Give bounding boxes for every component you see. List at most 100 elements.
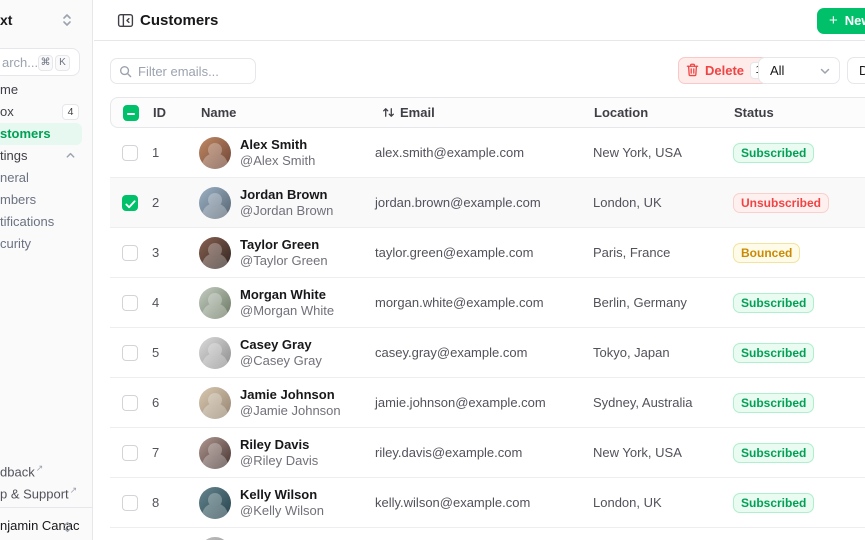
customer-username: @Morgan White xyxy=(240,303,335,318)
table-row[interactable]: 7 Riley Davis @Riley Davis riley.davis@e… xyxy=(110,428,865,478)
sidebar-item-help-support[interactable]: p & Support↗ xyxy=(0,485,78,502)
avatar xyxy=(199,237,231,269)
sidebar-item-inbox[interactable]: ox 4 xyxy=(0,101,92,123)
sidebar-item-security[interactable]: curity xyxy=(0,236,32,251)
customer-username: @Kelly Wilson xyxy=(240,503,324,518)
customer-name: Alex Smith xyxy=(240,137,308,152)
customer-name: Taylor Green xyxy=(240,237,320,252)
cell-name: Jamie Johnson @Jamie Johnson xyxy=(240,386,341,419)
row-checkbox[interactable] xyxy=(122,345,138,361)
customer-name: Morgan White xyxy=(240,287,326,302)
sidebar-item-general[interactable]: neral xyxy=(0,170,29,185)
display-button[interactable]: Display xyxy=(847,57,865,84)
table-row[interactable] xyxy=(110,528,865,540)
sidebar-item-home[interactable]: me xyxy=(0,82,19,97)
delete-button[interactable]: Delete 1 xyxy=(678,57,776,84)
row-checkbox[interactable] xyxy=(122,395,138,411)
table-header-row: ID Name Email Location Status xyxy=(110,97,865,128)
filter-emails-input[interactable] xyxy=(110,58,256,84)
cell-name: Morgan White @Morgan White xyxy=(240,286,334,319)
page-header: Customers +New customer xyxy=(94,0,865,41)
cell-id: 5 xyxy=(152,345,160,360)
cell-location: New York, USA xyxy=(593,145,682,160)
cell-location: Berlin, Germany xyxy=(593,295,687,310)
cell-location: Sydney, Australia xyxy=(593,395,693,410)
user-menu[interactable]: njamin Canac xyxy=(0,512,92,540)
row-checkbox[interactable] xyxy=(122,445,138,461)
cell-id: 3 xyxy=(152,245,160,260)
table-row[interactable]: 5 Casey Gray @Casey Gray casey.gray@exam… xyxy=(110,328,865,378)
kbd-cmd: ⌘ xyxy=(38,55,53,71)
new-customer-button[interactable]: +New customer xyxy=(817,8,865,34)
main-content: Customers +New customer Delete 1 All xyxy=(94,0,865,540)
table-row[interactable]: 8 Kelly Wilson @Kelly Wilson kelly.wilso… xyxy=(110,478,865,528)
external-link-icon: ↗ xyxy=(35,463,44,473)
status-badge: Unsubscribed xyxy=(733,193,830,213)
status-filter-select[interactable]: All xyxy=(758,57,840,84)
workspace-selector[interactable]: xt xyxy=(0,8,92,32)
cell-name: Kelly Wilson @Kelly Wilson xyxy=(240,486,324,519)
row-checkbox[interactable] xyxy=(122,245,138,261)
sidebar: xt arch... ⌘ K me ox 4 stomers tings ner… xyxy=(0,0,93,540)
avatar xyxy=(199,387,231,419)
cell-id: 6 xyxy=(152,395,160,410)
avatar xyxy=(199,137,231,169)
chevron-up-down-icon xyxy=(62,520,73,540)
customer-name: Jordan Brown xyxy=(240,187,328,202)
customer-name: Riley Davis xyxy=(240,437,310,452)
customer-username: @Alex Smith xyxy=(240,153,316,168)
cell-name: Taylor Green @Taylor Green xyxy=(240,236,328,269)
table-row[interactable]: 4 Morgan White @Morgan White morgan.whit… xyxy=(110,278,865,328)
table-row[interactable]: 3 Taylor Green @Taylor Green taylor.gree… xyxy=(110,228,865,278)
table-body: 1 Alex Smith @Alex Smith alex.smith@exam… xyxy=(110,128,865,540)
sidebar-item-customers[interactable]: stomers xyxy=(0,123,82,145)
row-checkbox[interactable] xyxy=(122,495,138,511)
customer-name: Kelly Wilson xyxy=(240,487,318,502)
row-checkbox[interactable] xyxy=(122,195,138,211)
customers-table: ID Name Email Location Status 1 Alex Smi… xyxy=(110,97,865,540)
cell-name: Alex Smith @Alex Smith xyxy=(240,136,315,169)
sidebar-collapse-icon[interactable] xyxy=(117,12,135,30)
column-header-email[interactable]: Email xyxy=(400,105,435,120)
column-header-id: ID xyxy=(153,105,166,120)
sidebar-item-members[interactable]: mbers xyxy=(0,192,37,207)
customer-name: Jamie Johnson xyxy=(240,387,335,402)
status-badge: Subscribed xyxy=(733,293,815,313)
status-badge: Subscribed xyxy=(733,343,815,363)
select-all-checkbox[interactable] xyxy=(123,105,139,121)
cell-email: riley.davis@example.com xyxy=(375,445,523,460)
cell-location: Paris, France xyxy=(593,245,671,260)
sidebar-item-feedback[interactable]: dback↗ xyxy=(0,463,44,480)
customer-username: @Jordan Brown xyxy=(240,203,334,218)
table-row[interactable]: 1 Alex Smith @Alex Smith alex.smith@exam… xyxy=(110,128,865,178)
external-link-icon: ↗ xyxy=(69,485,78,495)
status-badge: Bounced xyxy=(733,243,801,263)
cell-email: alex.smith@example.com xyxy=(375,145,525,160)
table-row[interactable]: 2 Jordan Brown @Jordan Brown jordan.brow… xyxy=(110,178,865,228)
page-title: Customers xyxy=(140,12,219,29)
table-row[interactable]: 6 Jamie Johnson @Jamie Johnson jamie.joh… xyxy=(110,378,865,428)
sidebar-item-settings[interactable]: tings xyxy=(0,145,92,167)
column-header-name: Name xyxy=(201,105,237,120)
status-badge: Subscribed xyxy=(733,393,815,413)
cell-id: 2 xyxy=(152,195,160,210)
row-checkbox[interactable] xyxy=(122,145,138,161)
customer-username: @Casey Gray xyxy=(240,353,322,368)
row-checkbox[interactable] xyxy=(122,295,138,311)
cell-location: London, UK xyxy=(593,495,662,510)
cell-email: morgan.white@example.com xyxy=(375,295,544,310)
kbd-k: K xyxy=(55,55,70,71)
sort-arrows-icon[interactable] xyxy=(382,106,395,121)
customer-username: @Jamie Johnson xyxy=(240,403,341,418)
customer-name: Casey Gray xyxy=(240,337,312,352)
cell-email: kelly.wilson@example.com xyxy=(375,495,531,510)
inbox-count-badge: 4 xyxy=(62,104,79,120)
cell-name: Riley Davis @Riley Davis xyxy=(240,436,318,469)
column-header-location: Location xyxy=(594,105,649,120)
cell-name: Jordan Brown @Jordan Brown xyxy=(240,186,333,219)
sidebar-search[interactable]: arch... ⌘ K xyxy=(0,48,80,76)
cell-id: 1 xyxy=(152,145,160,160)
chevron-up-icon xyxy=(65,150,76,172)
avatar xyxy=(199,487,231,519)
sidebar-item-notifications[interactable]: tifications xyxy=(0,214,55,229)
